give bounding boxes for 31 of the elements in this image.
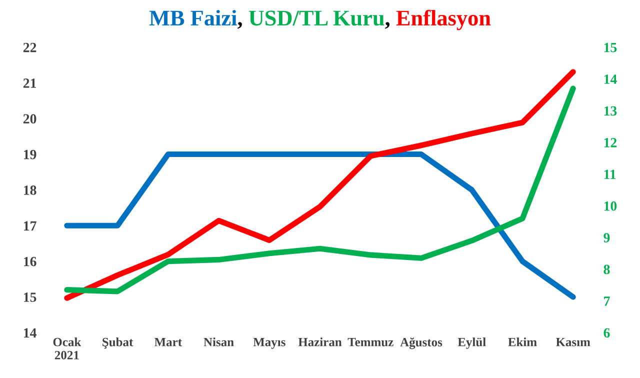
y-tick-label: 15 — [24, 292, 36, 302]
y-tick-label: 18 — [24, 186, 36, 195]
y2-tick-label: 8 — [604, 264, 610, 274]
x-tick-label: Mart — [154, 338, 182, 346]
y2-tick-label: 7 — [604, 296, 610, 306]
x-tick-label: Temmuz — [348, 338, 394, 346]
x-tick-label: Ekim — [508, 338, 537, 346]
y2-tick-label: 14 — [604, 74, 617, 84]
y2-tick-label: 12 — [604, 138, 617, 148]
x-tick-label: Şubat — [102, 338, 134, 349]
y-tick-label: 19 — [24, 150, 36, 160]
y2-tick-label: 15 — [604, 42, 617, 52]
y-tick-label: 20 — [23, 114, 36, 124]
x-tick-label: Ocak 2021 — [53, 338, 82, 360]
y2-tick-label: 10 — [604, 201, 617, 211]
y2-tick-label: 6 — [604, 328, 610, 338]
x-tick-label: Nisan — [204, 338, 234, 346]
chart-title: MB Faizi, USD/TL Kuru, Enflasyon — [149, 10, 491, 30]
y-tick-label: 21 — [23, 78, 36, 88]
y-tick-label: 17 — [24, 221, 36, 230]
x-tick-label: Eylül — [458, 338, 486, 349]
y2-tick-label: 11 — [604, 170, 616, 179]
y2-tick-label: 9 — [604, 233, 610, 242]
x-tick-label: Mayıs — [253, 338, 286, 349]
y-tick-label: 22 — [23, 42, 36, 52]
y-tick-label: 14 — [24, 328, 36, 338]
x-tick-label: Ağustos — [400, 338, 442, 350]
y-tick-label: 16 — [24, 256, 36, 266]
x-tick-label: Haziran — [298, 338, 342, 346]
x-tick-label: Kasım — [556, 338, 590, 346]
y2-tick-label: 13 — [604, 106, 617, 116]
